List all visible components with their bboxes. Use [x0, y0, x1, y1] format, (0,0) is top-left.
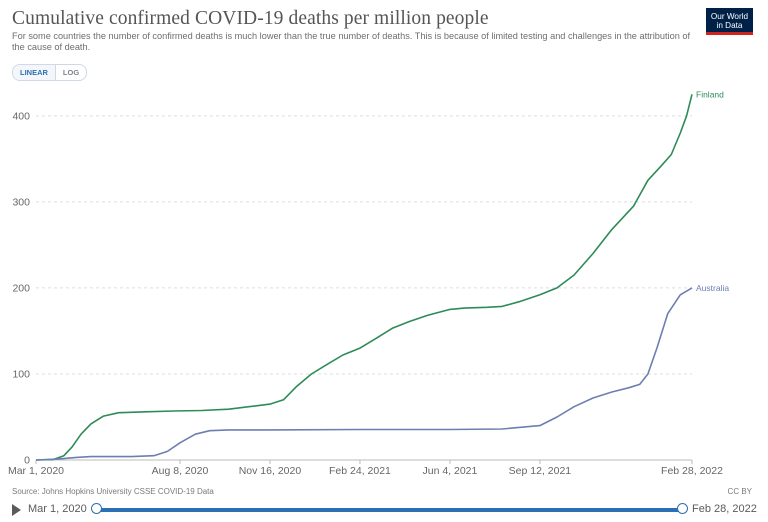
chart-title: Cumulative confirmed COVID-19 deaths per…	[12, 8, 489, 29]
x-tick-label: Feb 24, 2021	[329, 465, 391, 477]
chart-subtitle: For some countries the number of confirm…	[12, 31, 691, 52]
y-tick-label: 200	[12, 282, 30, 294]
y-tick-label: 400	[12, 110, 30, 122]
scale-toggle: LINEAR LOG	[12, 64, 88, 81]
owid-logo[interactable]: Our World in Data	[706, 8, 753, 35]
x-tick-label: Aug 8, 2020	[152, 465, 209, 477]
x-tick-label: Nov 16, 2020	[239, 465, 302, 477]
play-icon[interactable]	[12, 504, 21, 516]
license-note[interactable]: CC BY	[727, 487, 752, 496]
timeline-track[interactable]	[96, 508, 682, 512]
series-label-finland[interactable]: Finland	[696, 89, 724, 99]
x-tick-label: Sep 12, 2021	[509, 465, 572, 477]
timeline: Mar 1, 2020 Feb 28, 2022	[0, 500, 768, 520]
series-line-australia[interactable]	[35, 287, 693, 461]
logo-line-1: Our World	[710, 12, 749, 21]
linear-scale-button[interactable]: LINEAR	[13, 65, 56, 80]
series-line-finland[interactable]	[35, 94, 693, 461]
x-tick-label: Mar 1, 2020	[8, 465, 64, 477]
timeline-end-label: Feb 28, 2022	[692, 503, 757, 515]
line-chart: 0 100 200 300 400 Mar 1, 2020 Aug 8, 2020 Nov …	[8, 89, 729, 477]
x-tick-label: Feb 28, 2022	[661, 465, 723, 477]
timeline-end-handle[interactable]	[676, 503, 688, 514]
series-label-australia[interactable]: Australia	[696, 283, 729, 293]
source-note: Source: Johns Hopkins University CSSE CO…	[12, 487, 214, 496]
y-tick-label: 300	[12, 196, 30, 208]
timeline-start-label: Mar 1, 2020	[28, 503, 87, 515]
y-tick-label: 100	[12, 368, 30, 380]
logo-line-2: in Data	[716, 21, 743, 30]
y-tick-label: 0	[24, 455, 30, 467]
log-scale-button[interactable]: LOG	[62, 68, 80, 77]
timeline-start-handle[interactable]	[90, 503, 102, 514]
x-tick-label: Jun 4, 2021	[422, 465, 477, 477]
